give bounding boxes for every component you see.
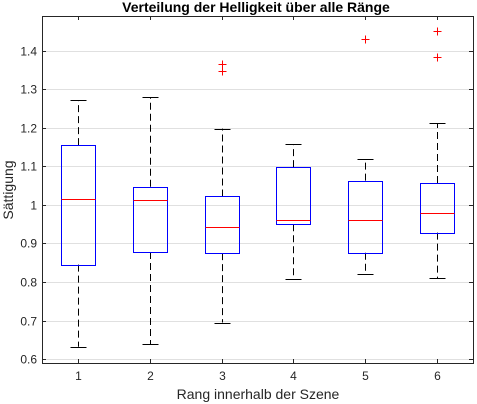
box-group-1 — [61, 100, 96, 348]
axes-frame — [42, 16, 474, 364]
y-tick-label: 0.8 — [20, 276, 37, 290]
y-ticks: 0.6 0.7 0.8 0.9 1 1.1 1.2 1.3 1.4 — [20, 45, 473, 367]
box-group-4 — [276, 144, 311, 280]
box-group-3 — [205, 60, 240, 324]
box-iqr — [205, 196, 240, 254]
box-group-2 — [133, 96, 168, 345]
y-tick-label: 0.9 — [20, 237, 37, 251]
box-iqr — [348, 181, 383, 254]
y-tick-label: 0.7 — [20, 315, 37, 329]
x-tick-label: 3 — [219, 369, 226, 383]
x-tick-label: 6 — [434, 369, 441, 383]
x-axis-label: Rang innerhalb der Szene — [177, 386, 340, 402]
outlier-marker — [433, 27, 442, 36]
box-iqr — [276, 167, 311, 225]
x-ticks: 1 2 3 4 5 6 — [75, 16, 441, 383]
grid-lines — [42, 51, 473, 360]
y-tick-label: 0.6 — [20, 353, 37, 367]
x-tick-label: 1 — [75, 369, 82, 383]
y-tick-label: 1 — [30, 199, 37, 213]
y-tick-label: 1.4 — [20, 45, 37, 59]
y-tick-label: 1.2 — [20, 122, 37, 136]
x-tick-label: 2 — [147, 369, 154, 383]
box-group-6 — [420, 27, 455, 279]
boxes — [61, 27, 455, 348]
y-tick-label: 1.3 — [20, 83, 37, 97]
box-group-5 — [348, 35, 383, 275]
x-tick-label: 4 — [290, 369, 297, 383]
box-iqr — [61, 145, 96, 266]
outlier-marker — [361, 35, 370, 44]
outlier-marker — [433, 53, 442, 62]
box-iqr — [420, 183, 455, 234]
outlier-marker — [218, 67, 227, 76]
outlier-marker — [218, 60, 227, 69]
chart-title: Verteilung der Helligkeit über alle Räng… — [122, 0, 390, 15]
y-axis-label: Sättigung — [0, 160, 16, 219]
y-tick-label: 1.1 — [20, 160, 37, 174]
box-iqr — [133, 187, 168, 253]
x-tick-label: 5 — [362, 369, 369, 383]
